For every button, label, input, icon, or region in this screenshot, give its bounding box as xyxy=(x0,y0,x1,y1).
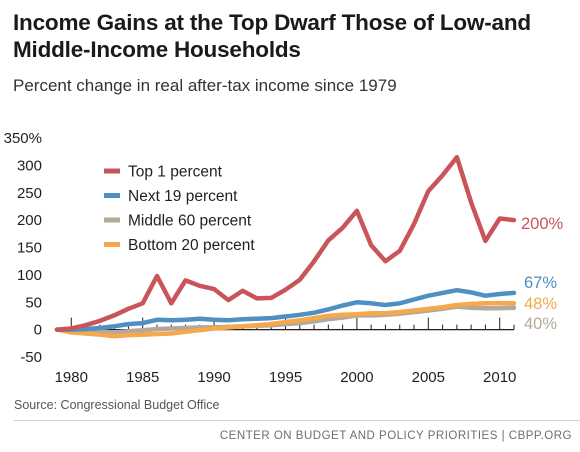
chart-subtitle: Percent change in real after-tax income … xyxy=(13,76,397,95)
y-tick-label: 150 xyxy=(17,240,42,257)
x-tick-label: 1985 xyxy=(126,369,159,386)
x-tick-label: 2005 xyxy=(412,369,445,386)
x-tick-label: 2010 xyxy=(483,369,516,386)
source-note: Source: Congressional Budget Office xyxy=(14,398,220,412)
series-line-next-19-percent xyxy=(54,287,517,332)
series-line-top-1-percent xyxy=(54,154,517,332)
legend-label: Bottom 20 percent xyxy=(128,237,255,254)
end-value-label: 67% xyxy=(524,274,557,292)
end-value-label: 200% xyxy=(521,215,564,233)
legend-label: Top 1 percent xyxy=(128,164,223,181)
end-value-label: 40% xyxy=(524,315,557,333)
footer-credit: CENTER ON BUDGET AND POLICY PRIORITIES |… xyxy=(219,430,572,442)
y-tick-label: 0 xyxy=(34,322,42,339)
x-tick-label: 1995 xyxy=(269,369,302,386)
x-tick-label: 2000 xyxy=(340,369,373,386)
series-line-bottom-20-percent xyxy=(54,301,517,339)
y-tick-label: 300 xyxy=(17,157,42,174)
y-tick-label: 100 xyxy=(17,267,42,284)
legend-label: Middle 60 percent xyxy=(128,213,252,230)
y-tick-label: -50 xyxy=(20,349,42,366)
end-value-label: 48% xyxy=(524,295,557,313)
y-tick-label: 200 xyxy=(17,212,42,229)
footer-divider xyxy=(14,420,580,421)
y-tick-label: 350% xyxy=(4,130,42,147)
x-tick-label: 1980 xyxy=(55,369,88,386)
chart-title: Income Gains at the Top Dwarf Those of L… xyxy=(13,10,531,62)
y-tick-label: 50 xyxy=(25,294,42,311)
legend-label: Next 19 percent xyxy=(128,188,238,205)
y-tick-label: 250 xyxy=(17,185,42,202)
x-tick-label: 1990 xyxy=(197,369,230,386)
